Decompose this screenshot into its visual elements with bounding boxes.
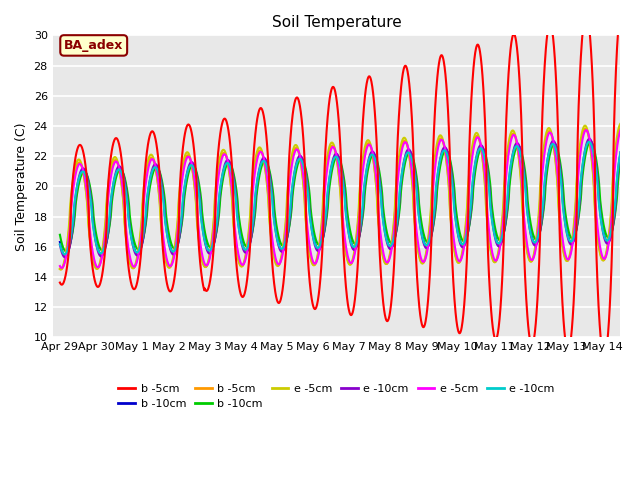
b -10cm	[56, 239, 64, 245]
e -5cm	[314, 255, 322, 261]
b -5cm	[498, 228, 506, 234]
Line: b -5cm: b -5cm	[60, 8, 620, 358]
e -10cm	[329, 159, 337, 165]
e -10cm	[498, 236, 506, 241]
Line: e -10cm: e -10cm	[60, 142, 620, 254]
Line: e -5cm: e -5cm	[60, 130, 620, 268]
e -10cm	[85, 185, 93, 191]
b -5cm	[328, 84, 336, 90]
b -5cm	[600, 257, 608, 263]
e -5cm	[85, 226, 93, 232]
b -10cm	[62, 248, 70, 254]
b -5cm	[600, 257, 608, 263]
b -5cm	[329, 143, 337, 149]
e -5cm	[329, 144, 337, 150]
b -10cm	[329, 160, 337, 166]
b -5cm	[497, 293, 505, 299]
e -5cm	[56, 263, 64, 269]
Y-axis label: Soil Temperature (C): Soil Temperature (C)	[15, 122, 28, 251]
e -10cm	[586, 136, 593, 142]
e -10cm	[600, 234, 608, 240]
e -5cm	[56, 266, 64, 272]
b -5cm	[314, 299, 321, 305]
e -5cm	[616, 127, 624, 133]
e -5cm	[616, 121, 624, 127]
b -10cm	[586, 137, 594, 143]
e -10cm	[601, 237, 609, 242]
e -5cm	[314, 251, 322, 256]
e -10cm	[329, 157, 337, 163]
b -10cm	[56, 232, 64, 238]
b -10cm	[498, 239, 506, 245]
b -5cm	[600, 355, 608, 360]
Line: b -10cm: b -10cm	[60, 142, 620, 251]
e -10cm	[61, 252, 68, 257]
b -10cm	[329, 164, 337, 170]
b -10cm	[85, 180, 93, 186]
Line: b -10cm: b -10cm	[60, 140, 620, 256]
b -5cm	[616, 124, 624, 130]
e -5cm	[85, 211, 93, 217]
e -5cm	[601, 256, 609, 262]
e -5cm	[600, 257, 608, 263]
b -10cm	[600, 226, 608, 232]
e -5cm	[498, 234, 506, 240]
b -10cm	[498, 236, 506, 242]
b -10cm	[616, 153, 624, 158]
b -10cm	[85, 178, 93, 184]
e -10cm	[585, 139, 593, 145]
e -5cm	[600, 256, 608, 262]
b -5cm	[600, 354, 608, 360]
e -10cm	[85, 181, 93, 187]
e -5cm	[582, 127, 590, 133]
b -5cm	[57, 266, 65, 272]
b -10cm	[600, 233, 608, 239]
b -5cm	[84, 199, 92, 205]
Legend: b -5cm, b -10cm, b -5cm, b -10cm, e -5cm, e -10cm, e -5cm, e -10cm: b -5cm, b -10cm, b -5cm, b -10cm, e -5cm…	[114, 379, 559, 414]
b -10cm	[314, 246, 322, 252]
e -5cm	[329, 140, 337, 146]
e -5cm	[58, 265, 65, 271]
e -10cm	[314, 245, 322, 251]
Title: Soil Temperature: Soil Temperature	[271, 15, 401, 30]
b -10cm	[616, 157, 624, 163]
e -10cm	[56, 242, 64, 248]
b -5cm	[314, 253, 322, 259]
b -10cm	[587, 139, 595, 144]
e -10cm	[56, 241, 64, 247]
e -10cm	[498, 240, 506, 245]
Line: e -5cm: e -5cm	[60, 124, 620, 269]
b -5cm	[56, 280, 64, 286]
b -5cm	[600, 354, 608, 360]
e -10cm	[600, 236, 608, 241]
b -10cm	[314, 241, 322, 247]
Text: BA_adex: BA_adex	[64, 39, 124, 52]
b -5cm	[56, 266, 64, 272]
b -5cm	[85, 223, 93, 229]
b -10cm	[61, 253, 69, 259]
b -10cm	[601, 234, 609, 240]
e -10cm	[61, 254, 68, 260]
e -10cm	[314, 248, 322, 254]
Line: e -10cm: e -10cm	[60, 139, 620, 257]
e -10cm	[601, 235, 609, 240]
e -10cm	[616, 150, 624, 156]
e -5cm	[57, 266, 65, 272]
b -10cm	[601, 227, 609, 233]
e -5cm	[600, 256, 608, 262]
e -10cm	[616, 149, 624, 155]
b -5cm	[616, 5, 624, 11]
Line: b -5cm: b -5cm	[60, 127, 620, 269]
e -5cm	[498, 224, 506, 229]
